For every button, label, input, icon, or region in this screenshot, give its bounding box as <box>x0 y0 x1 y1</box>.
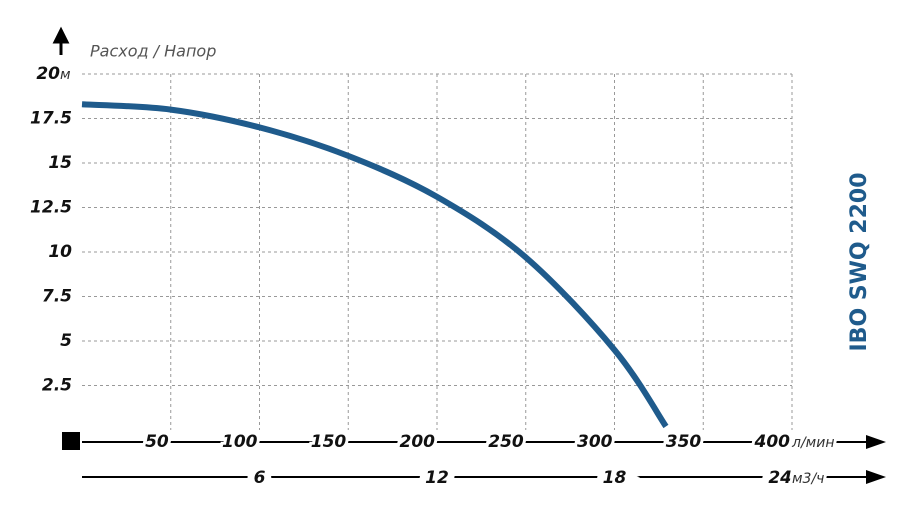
y-unit: м <box>60 67 71 83</box>
x2-arrow <box>866 470 886 484</box>
y-tick-label: 10 <box>48 242 72 262</box>
x-tick-label: 100 <box>222 432 258 452</box>
y-arrow <box>52 26 70 55</box>
y-tick-label: 2.5 <box>42 376 72 396</box>
curve <box>81 101 669 429</box>
x-tick-label: 50 <box>145 432 169 452</box>
x-tick-label: 250 <box>488 432 524 452</box>
x2-tick-label: 18 <box>603 468 627 488</box>
x2-tick-label: 24 <box>768 468 792 488</box>
y-tick-label: 20 <box>36 64 60 84</box>
chart-title: Расход / Напор <box>90 42 216 61</box>
y-tick-label: 12.5 <box>30 198 72 218</box>
x2-tick-label: 6 <box>254 468 266 488</box>
y-tick-label: 7.5 <box>42 287 72 307</box>
x-tick-label: 400 <box>754 432 791 452</box>
x-unit: л/мин <box>791 435 834 451</box>
y-tick-label: 5 <box>60 331 72 351</box>
x-tick-label: 150 <box>311 432 347 452</box>
x-arrow <box>866 435 886 449</box>
x2-tick-label: 12 <box>425 468 449 488</box>
y-tick-label: 17.5 <box>30 109 72 129</box>
x2-unit: м3/ч <box>792 471 824 487</box>
model-label: IBO SWQ 2200 <box>847 172 872 351</box>
x-tick-label: 350 <box>666 432 702 452</box>
y-tick-label: 15 <box>48 153 72 173</box>
x-tick-label: 300 <box>577 432 613 452</box>
x-tick-label: 200 <box>400 432 436 452</box>
origin-square <box>62 432 80 450</box>
